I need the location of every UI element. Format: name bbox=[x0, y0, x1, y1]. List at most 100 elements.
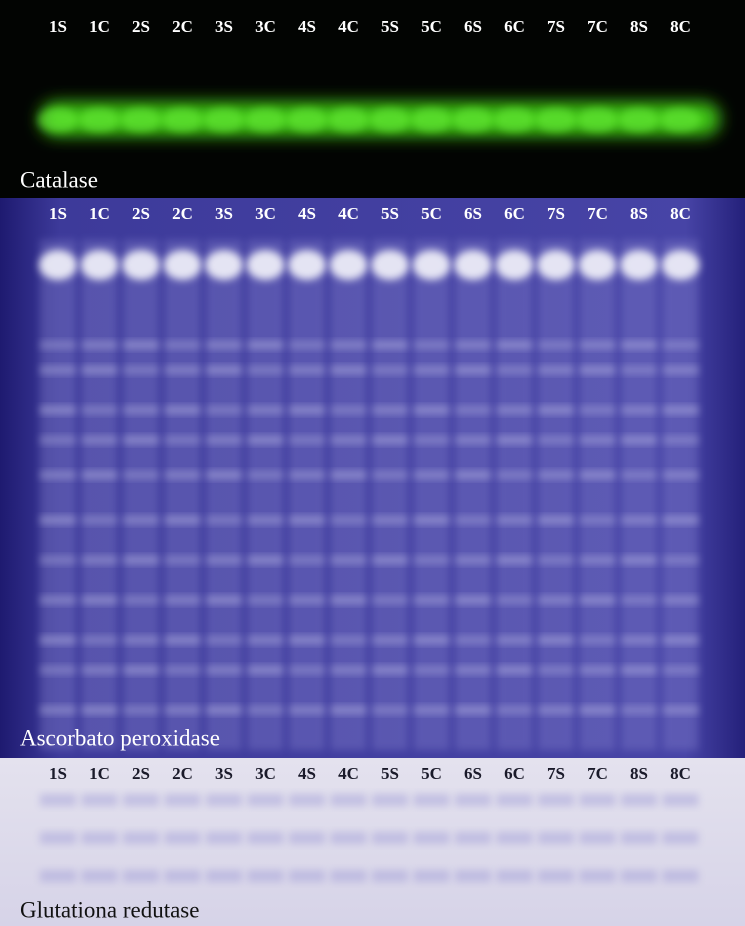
apx-band bbox=[123, 366, 159, 374]
apx-top-spot bbox=[288, 250, 326, 280]
apx-band bbox=[81, 471, 118, 479]
apx-band bbox=[455, 706, 491, 714]
apx-band bbox=[247, 406, 284, 414]
apx-band bbox=[289, 636, 325, 644]
gr-band bbox=[330, 870, 367, 882]
lane-label: 6S bbox=[464, 764, 482, 783]
lane-label: 4S bbox=[298, 17, 316, 36]
lane-label: 2S bbox=[132, 17, 150, 36]
apx-band bbox=[621, 596, 657, 604]
apx-band bbox=[40, 596, 76, 604]
lane-label: 6C bbox=[504, 204, 525, 223]
apx-band bbox=[164, 516, 201, 524]
lane-label: 8S bbox=[630, 17, 648, 36]
apx-band bbox=[538, 471, 574, 479]
apx-band bbox=[496, 516, 533, 524]
apx-band bbox=[538, 341, 574, 349]
apx-lane bbox=[40, 240, 76, 750]
gr-band bbox=[40, 794, 76, 806]
lane-label: 8C bbox=[670, 204, 691, 223]
apx-band bbox=[372, 341, 408, 349]
lane-label: 1C bbox=[89, 764, 110, 783]
lane-label: 3C bbox=[255, 764, 276, 783]
lane-label: 7S bbox=[547, 17, 565, 36]
gr-band bbox=[621, 794, 657, 806]
apx-band bbox=[372, 471, 408, 479]
catalase-spot bbox=[660, 108, 701, 132]
gr-band bbox=[413, 794, 450, 806]
lane-label: 8C bbox=[670, 17, 691, 36]
apx-lane bbox=[81, 240, 118, 750]
lane-label: 3S bbox=[215, 764, 233, 783]
apx-band bbox=[413, 706, 450, 714]
apx-band bbox=[662, 706, 699, 714]
apx-band bbox=[247, 471, 284, 479]
apx-band bbox=[123, 636, 159, 644]
apx-band bbox=[40, 471, 76, 479]
gr-band bbox=[538, 832, 574, 844]
apx-band bbox=[206, 406, 242, 414]
apx-band bbox=[40, 516, 76, 524]
apx-band bbox=[413, 471, 450, 479]
apx-top-spot bbox=[39, 250, 77, 280]
apx-band bbox=[496, 366, 533, 374]
apx-band bbox=[496, 471, 533, 479]
apx-top-spot bbox=[163, 250, 202, 280]
apx-band bbox=[330, 471, 367, 479]
apx-band bbox=[455, 556, 491, 564]
gr-band bbox=[206, 794, 242, 806]
gr-band bbox=[330, 832, 367, 844]
lane-label: 5C bbox=[421, 764, 442, 783]
apx-band bbox=[413, 341, 450, 349]
apx-band bbox=[538, 706, 574, 714]
apx-band bbox=[40, 406, 76, 414]
apx-band bbox=[538, 516, 574, 524]
apx-band bbox=[579, 471, 616, 479]
apx-band bbox=[621, 341, 657, 349]
apx-lane bbox=[247, 240, 284, 750]
gr-band bbox=[247, 794, 284, 806]
catalase-panel bbox=[0, 0, 745, 198]
apx-lane bbox=[621, 240, 657, 750]
apx-band bbox=[206, 666, 242, 674]
apx-band bbox=[413, 516, 450, 524]
lane-label: 4S bbox=[298, 204, 316, 223]
gr-band bbox=[413, 870, 450, 882]
catalase-spot bbox=[453, 108, 493, 132]
apx-band bbox=[372, 366, 408, 374]
apx-band bbox=[455, 436, 491, 444]
apx-band bbox=[662, 516, 699, 524]
apx-band bbox=[289, 436, 325, 444]
gr-band bbox=[621, 832, 657, 844]
apx-band bbox=[413, 596, 450, 604]
apx-band bbox=[662, 366, 699, 374]
apx-band bbox=[164, 666, 201, 674]
apx-band bbox=[81, 556, 118, 564]
lane-label: 2C bbox=[172, 17, 193, 36]
gr-band bbox=[206, 832, 242, 844]
apx-band bbox=[579, 706, 616, 714]
apx-band bbox=[81, 406, 118, 414]
lane-label: 7C bbox=[587, 204, 608, 223]
gr-band bbox=[662, 832, 699, 844]
apx-band bbox=[330, 341, 367, 349]
lane-label: 4S bbox=[298, 764, 316, 783]
lane-label: 2C bbox=[172, 764, 193, 783]
apx-band bbox=[662, 666, 699, 674]
apx-band bbox=[289, 706, 325, 714]
apx-band bbox=[81, 596, 118, 604]
lane-label: 4C bbox=[338, 204, 359, 223]
apx-band bbox=[81, 516, 118, 524]
apx-band bbox=[81, 436, 118, 444]
apx-band bbox=[372, 556, 408, 564]
catalase-spot bbox=[204, 108, 244, 132]
apx-band bbox=[330, 406, 367, 414]
apx-band bbox=[662, 556, 699, 564]
apx-band bbox=[662, 636, 699, 644]
apx-band bbox=[289, 341, 325, 349]
apx-band bbox=[579, 556, 616, 564]
apx-band bbox=[40, 666, 76, 674]
apx-band bbox=[123, 436, 159, 444]
apx-top-spot bbox=[537, 250, 575, 280]
apx-band bbox=[164, 636, 201, 644]
